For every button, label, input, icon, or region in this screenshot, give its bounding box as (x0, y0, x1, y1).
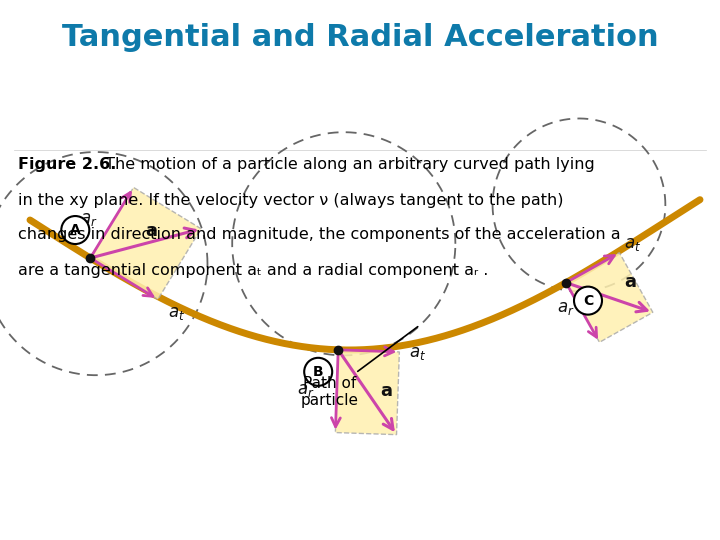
Text: $a_t$: $a_t$ (410, 344, 426, 362)
Text: $\mathbf{a}$: $\mathbf{a}$ (380, 382, 393, 401)
Circle shape (574, 287, 602, 315)
Polygon shape (566, 253, 653, 342)
Text: Figure 2.6.: Figure 2.6. (18, 158, 117, 172)
Text: in the xy plane. If the velocity vector ν (always tangent to the path): in the xy plane. If the velocity vector … (18, 192, 564, 207)
Text: $a_t$: $a_t$ (168, 305, 185, 322)
Text: B: B (313, 365, 323, 379)
Circle shape (304, 358, 332, 386)
Text: A: A (70, 223, 81, 237)
Text: Path of
particle: Path of particle (301, 327, 418, 408)
Text: Tangential and Radial Acceleration: Tangential and Radial Acceleration (62, 24, 658, 52)
Text: $a_r$: $a_r$ (557, 300, 575, 318)
Text: $\mathbf{a}$: $\mathbf{a}$ (624, 273, 637, 292)
Text: changes in direction and magnitude, the components of the acceleration a: changes in direction and magnitude, the … (18, 227, 621, 242)
Text: The motion of a particle along an arbitrary curved path lying: The motion of a particle along an arbitr… (100, 158, 595, 172)
Text: C: C (583, 294, 593, 308)
Polygon shape (90, 187, 201, 299)
Text: $a_r$: $a_r$ (80, 210, 97, 228)
Text: $a_t$: $a_t$ (624, 235, 642, 253)
Circle shape (61, 216, 89, 244)
Polygon shape (336, 350, 400, 435)
Text: $\mathbf{a}$: $\mathbf{a}$ (145, 222, 158, 240)
Text: are a tangential component aₜ and a radial component aᵣ .: are a tangential component aₜ and a radi… (18, 262, 488, 278)
Text: $a_r$: $a_r$ (297, 381, 315, 400)
